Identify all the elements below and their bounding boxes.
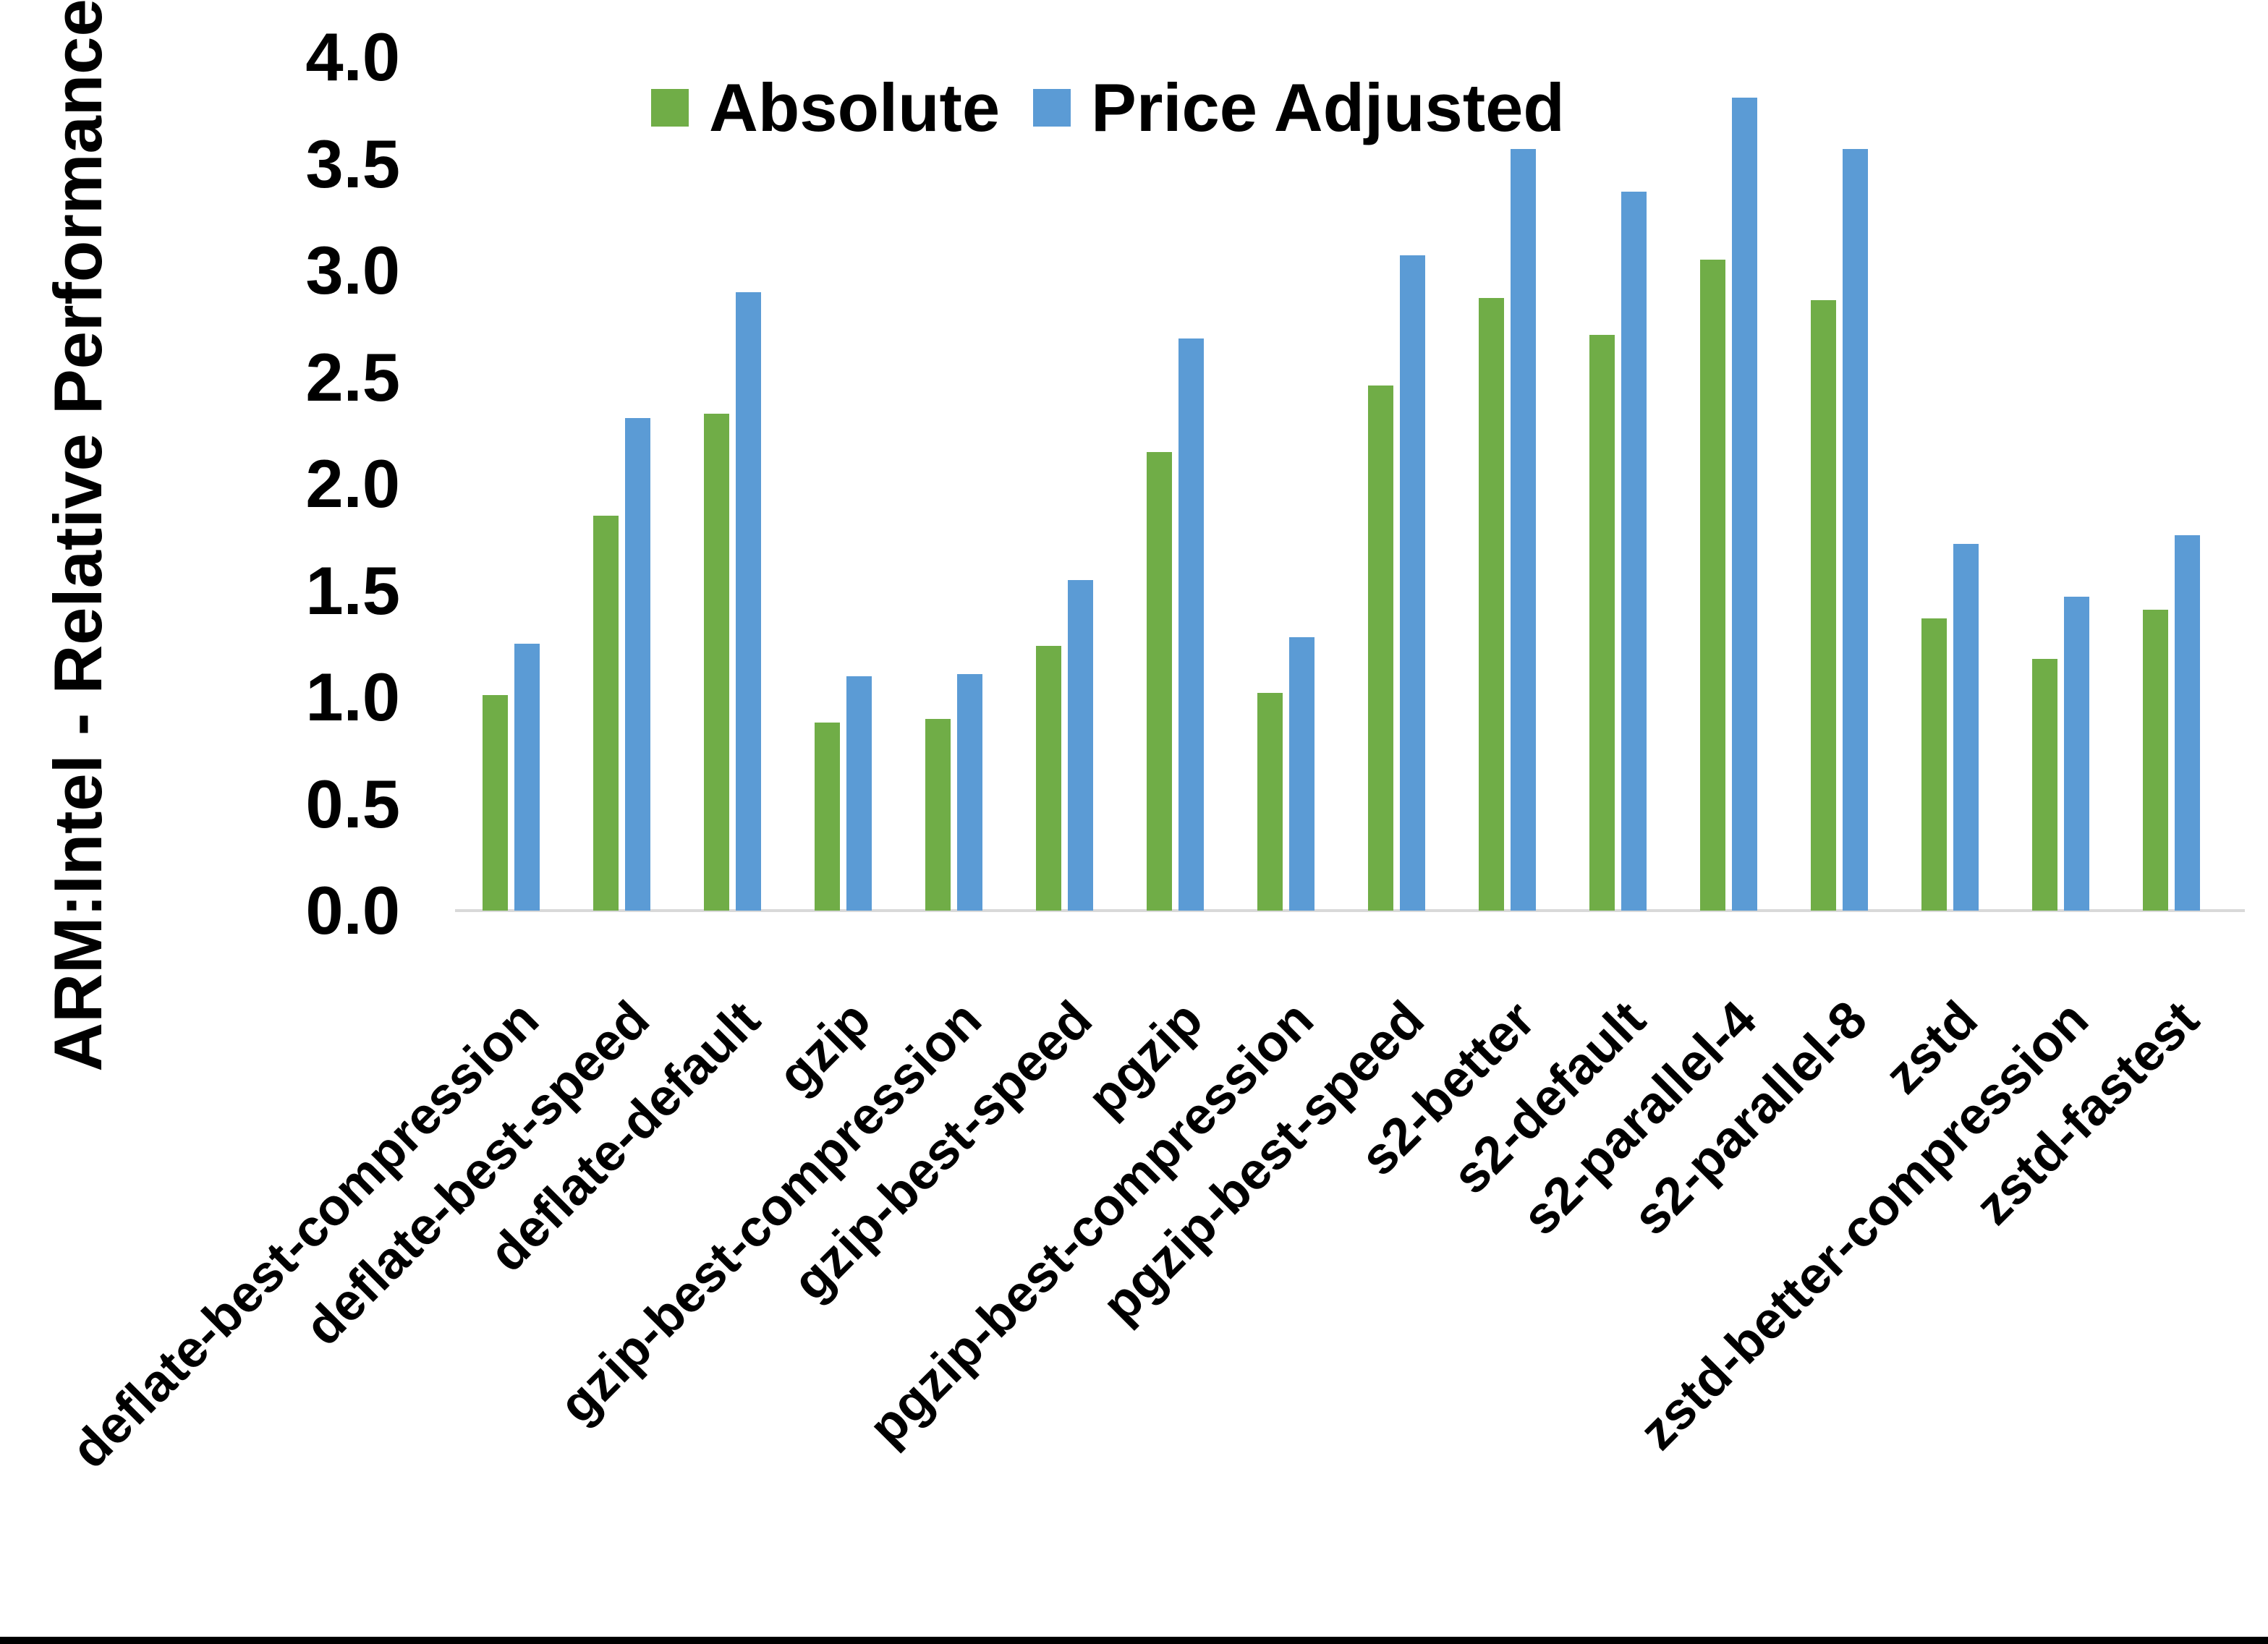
y-tick-label: 2.5 — [305, 338, 400, 415]
bar-price-adjusted-deflate-best-compression — [514, 644, 540, 911]
y-tick-label: 0.5 — [305, 765, 400, 842]
bar-absolute-pgzip-best-compression — [1257, 693, 1283, 911]
bar-absolute-gzip-best-speed — [1036, 646, 1061, 911]
bar-absolute-deflate-best-speed — [593, 516, 619, 911]
legend-label-absolute: Absolute — [709, 69, 1001, 145]
bar-absolute-zstd-fastest — [2143, 610, 2168, 911]
y-axis-title: ARM:Intel - Relative Performance — [40, 0, 116, 1072]
x-category-label-deflate-best-compression: deflate-best-compression — [60, 990, 550, 1480]
bar-absolute-s2-parallel-8 — [1811, 300, 1836, 911]
bar-absolute-gzip-best-compression — [925, 718, 951, 911]
bar-absolute-deflate-default — [704, 413, 729, 911]
bar-absolute-s2-better — [1479, 298, 1504, 911]
bar-absolute-s2-parallel-4 — [1700, 260, 1725, 911]
bar-price-adjusted-gzip-best-compression — [957, 673, 982, 911]
bar-absolute-gzip — [815, 723, 840, 911]
legend-swatch-price-adjusted — [1033, 89, 1071, 127]
bar-absolute-s2-default — [1589, 334, 1615, 911]
y-tick-label: 1.0 — [305, 659, 400, 735]
bar-price-adjusted-zstd-better-compression — [2064, 597, 2089, 911]
legend-label-price-adjusted: Price Adjusted — [1091, 69, 1565, 145]
bar-price-adjusted-deflate-best-speed — [625, 417, 650, 911]
bar-price-adjusted-zstd — [1953, 543, 1979, 911]
bar-absolute-zstd-better-compression — [2032, 658, 2057, 911]
bar-price-adjusted-s2-better — [1511, 148, 1536, 911]
legend: Absolute Price Adjusted — [651, 69, 1565, 147]
bar-absolute-pgzip-best-speed — [1368, 386, 1393, 911]
bar-price-adjusted-pgzip-best-speed — [1400, 255, 1425, 911]
bar-price-adjusted-gzip — [846, 676, 872, 911]
legend-item-price-adjusted: Price Adjusted — [1033, 69, 1565, 147]
bar-price-adjusted-gzip-best-speed — [1068, 579, 1093, 911]
legend-swatch-absolute — [651, 89, 689, 127]
bar-price-adjusted-zstd-fastest — [2175, 534, 2200, 911]
bar-price-adjusted-pgzip — [1178, 338, 1204, 911]
y-tick-label: 3.5 — [305, 125, 400, 202]
bar-price-adjusted-deflate-default — [736, 291, 761, 911]
bar-price-adjusted-s2-parallel-8 — [1843, 148, 1868, 911]
x-axis-line — [455, 909, 2245, 912]
y-tick-label: 1.5 — [305, 552, 400, 629]
bar-price-adjusted-s2-parallel-4 — [1732, 98, 1757, 911]
bar-price-adjusted-pgzip-best-compression — [1289, 637, 1314, 911]
bottom-border — [0, 1637, 2268, 1644]
bar-price-adjusted-s2-default — [1621, 191, 1647, 911]
legend-item-absolute: Absolute — [651, 69, 1000, 147]
bar-absolute-deflate-best-compression — [483, 695, 508, 911]
bar-absolute-pgzip — [1147, 451, 1172, 911]
y-tick-label: 3.0 — [305, 232, 400, 308]
y-tick-label: 2.0 — [305, 446, 400, 521]
y-tick-label: 4.0 — [305, 19, 400, 95]
bar-absolute-zstd — [1921, 618, 1947, 911]
y-tick-label: 0.0 — [305, 872, 400, 948]
